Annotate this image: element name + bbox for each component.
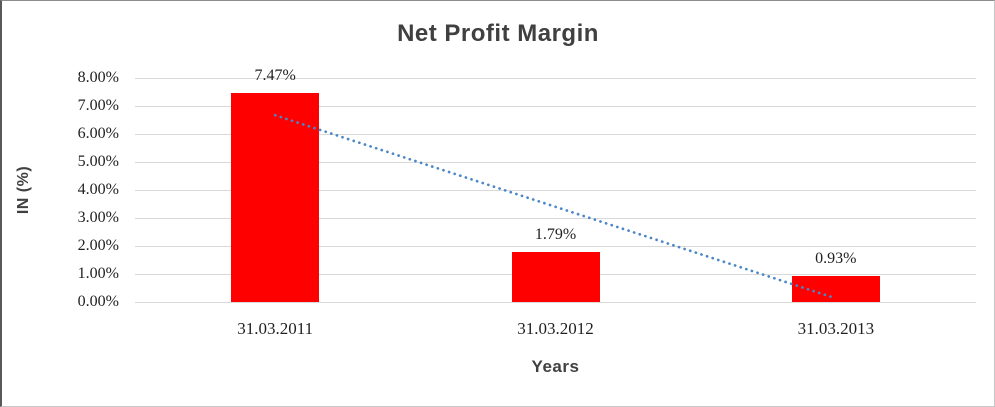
y-axis-tick-labels: 8.00% 7.00% 6.00% 5.00% 4.00% 3.00% 2.00% 1.00%… [42, 69, 119, 310]
gridline [135, 106, 976, 107]
gridline [135, 162, 976, 163]
gridline [135, 78, 976, 79]
y-tick-label: 7.00% [77, 97, 119, 114]
y-tick-label: 0.00% [77, 293, 119, 310]
trendline [273, 113, 838, 300]
chart-title: Net Profit Margin [397, 20, 599, 47]
y-axis-title: IN (%) [15, 165, 32, 215]
y-tick-label: 3.00% [77, 209, 119, 226]
bar-31.03.2013 [791, 275, 880, 302]
gridline [135, 302, 976, 303]
bar-value-label: 0.93% [815, 249, 857, 267]
x-tick-label: 31.03.2011 [237, 319, 314, 338]
y-tick-label: 8.00% [77, 69, 119, 86]
y-tick-label: 1.00% [77, 265, 119, 282]
gridline [135, 190, 976, 191]
bar-31.03.2012 [511, 251, 600, 302]
bar-31.03.2011 [231, 92, 320, 302]
y-tick-label: 5.00% [77, 153, 119, 170]
x-tick-label: 31.03.2013 [797, 319, 875, 338]
bar-value-label: 7.47% [254, 66, 296, 84]
y-tick-label: 6.00% [77, 125, 119, 142]
bar-value-label: 1.79% [534, 225, 577, 243]
y-tick-label: 4.00% [77, 181, 119, 198]
gridline [135, 246, 976, 247]
gridline [135, 218, 976, 219]
y-tick-label: 2.00% [77, 237, 119, 254]
gridline [135, 134, 976, 135]
x-axis-tick-labels: 31.03.2011 31.03.2012 31.03.2013 [135, 319, 976, 341]
x-tick-label: 31.03.2012 [517, 319, 594, 338]
x-axis-title: Years [531, 357, 580, 376]
plot-area: 7.47% 1.79% 0.93% [135, 67, 976, 303]
